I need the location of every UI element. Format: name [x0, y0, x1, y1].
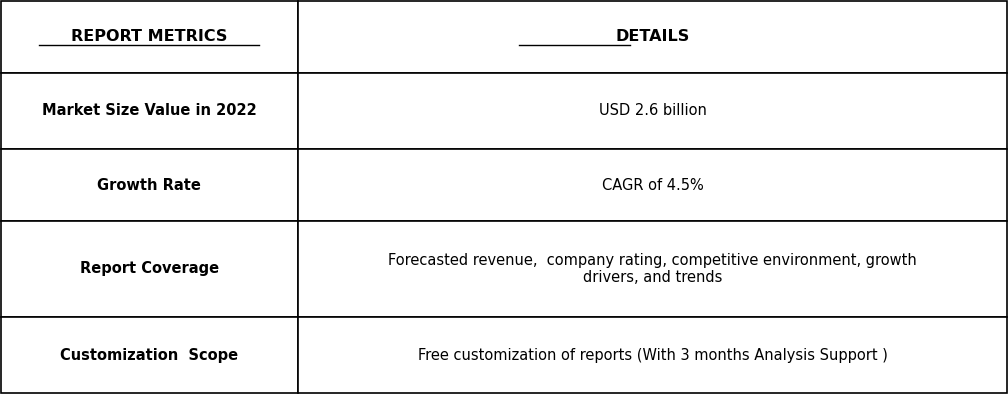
Text: Report Coverage: Report Coverage — [80, 262, 219, 277]
Bar — [297, 317, 1007, 393]
Text: Customization  Scope: Customization Scope — [60, 348, 238, 362]
Bar — [1, 149, 297, 221]
Text: CAGR of 4.5%: CAGR of 4.5% — [602, 178, 704, 193]
Text: Growth Rate: Growth Rate — [97, 178, 202, 193]
Bar — [1, 221, 297, 317]
Bar — [297, 221, 1007, 317]
Text: DETAILS: DETAILS — [615, 29, 689, 44]
Text: REPORT METRICS: REPORT METRICS — [71, 29, 228, 44]
Text: Forecasted revenue,  company rating, competitive environment, growth
drivers, an: Forecasted revenue, company rating, comp… — [388, 253, 917, 285]
Text: USD 2.6 billion: USD 2.6 billion — [599, 103, 707, 118]
Bar — [1, 72, 297, 149]
Bar — [1, 317, 297, 393]
Text: Free customization of reports (With 3 months Analysis Support ): Free customization of reports (With 3 mo… — [417, 348, 887, 362]
Bar — [297, 1, 1007, 72]
Bar — [297, 72, 1007, 149]
Bar — [297, 149, 1007, 221]
Text: Market Size Value in 2022: Market Size Value in 2022 — [41, 103, 257, 118]
Bar — [1, 1, 297, 72]
